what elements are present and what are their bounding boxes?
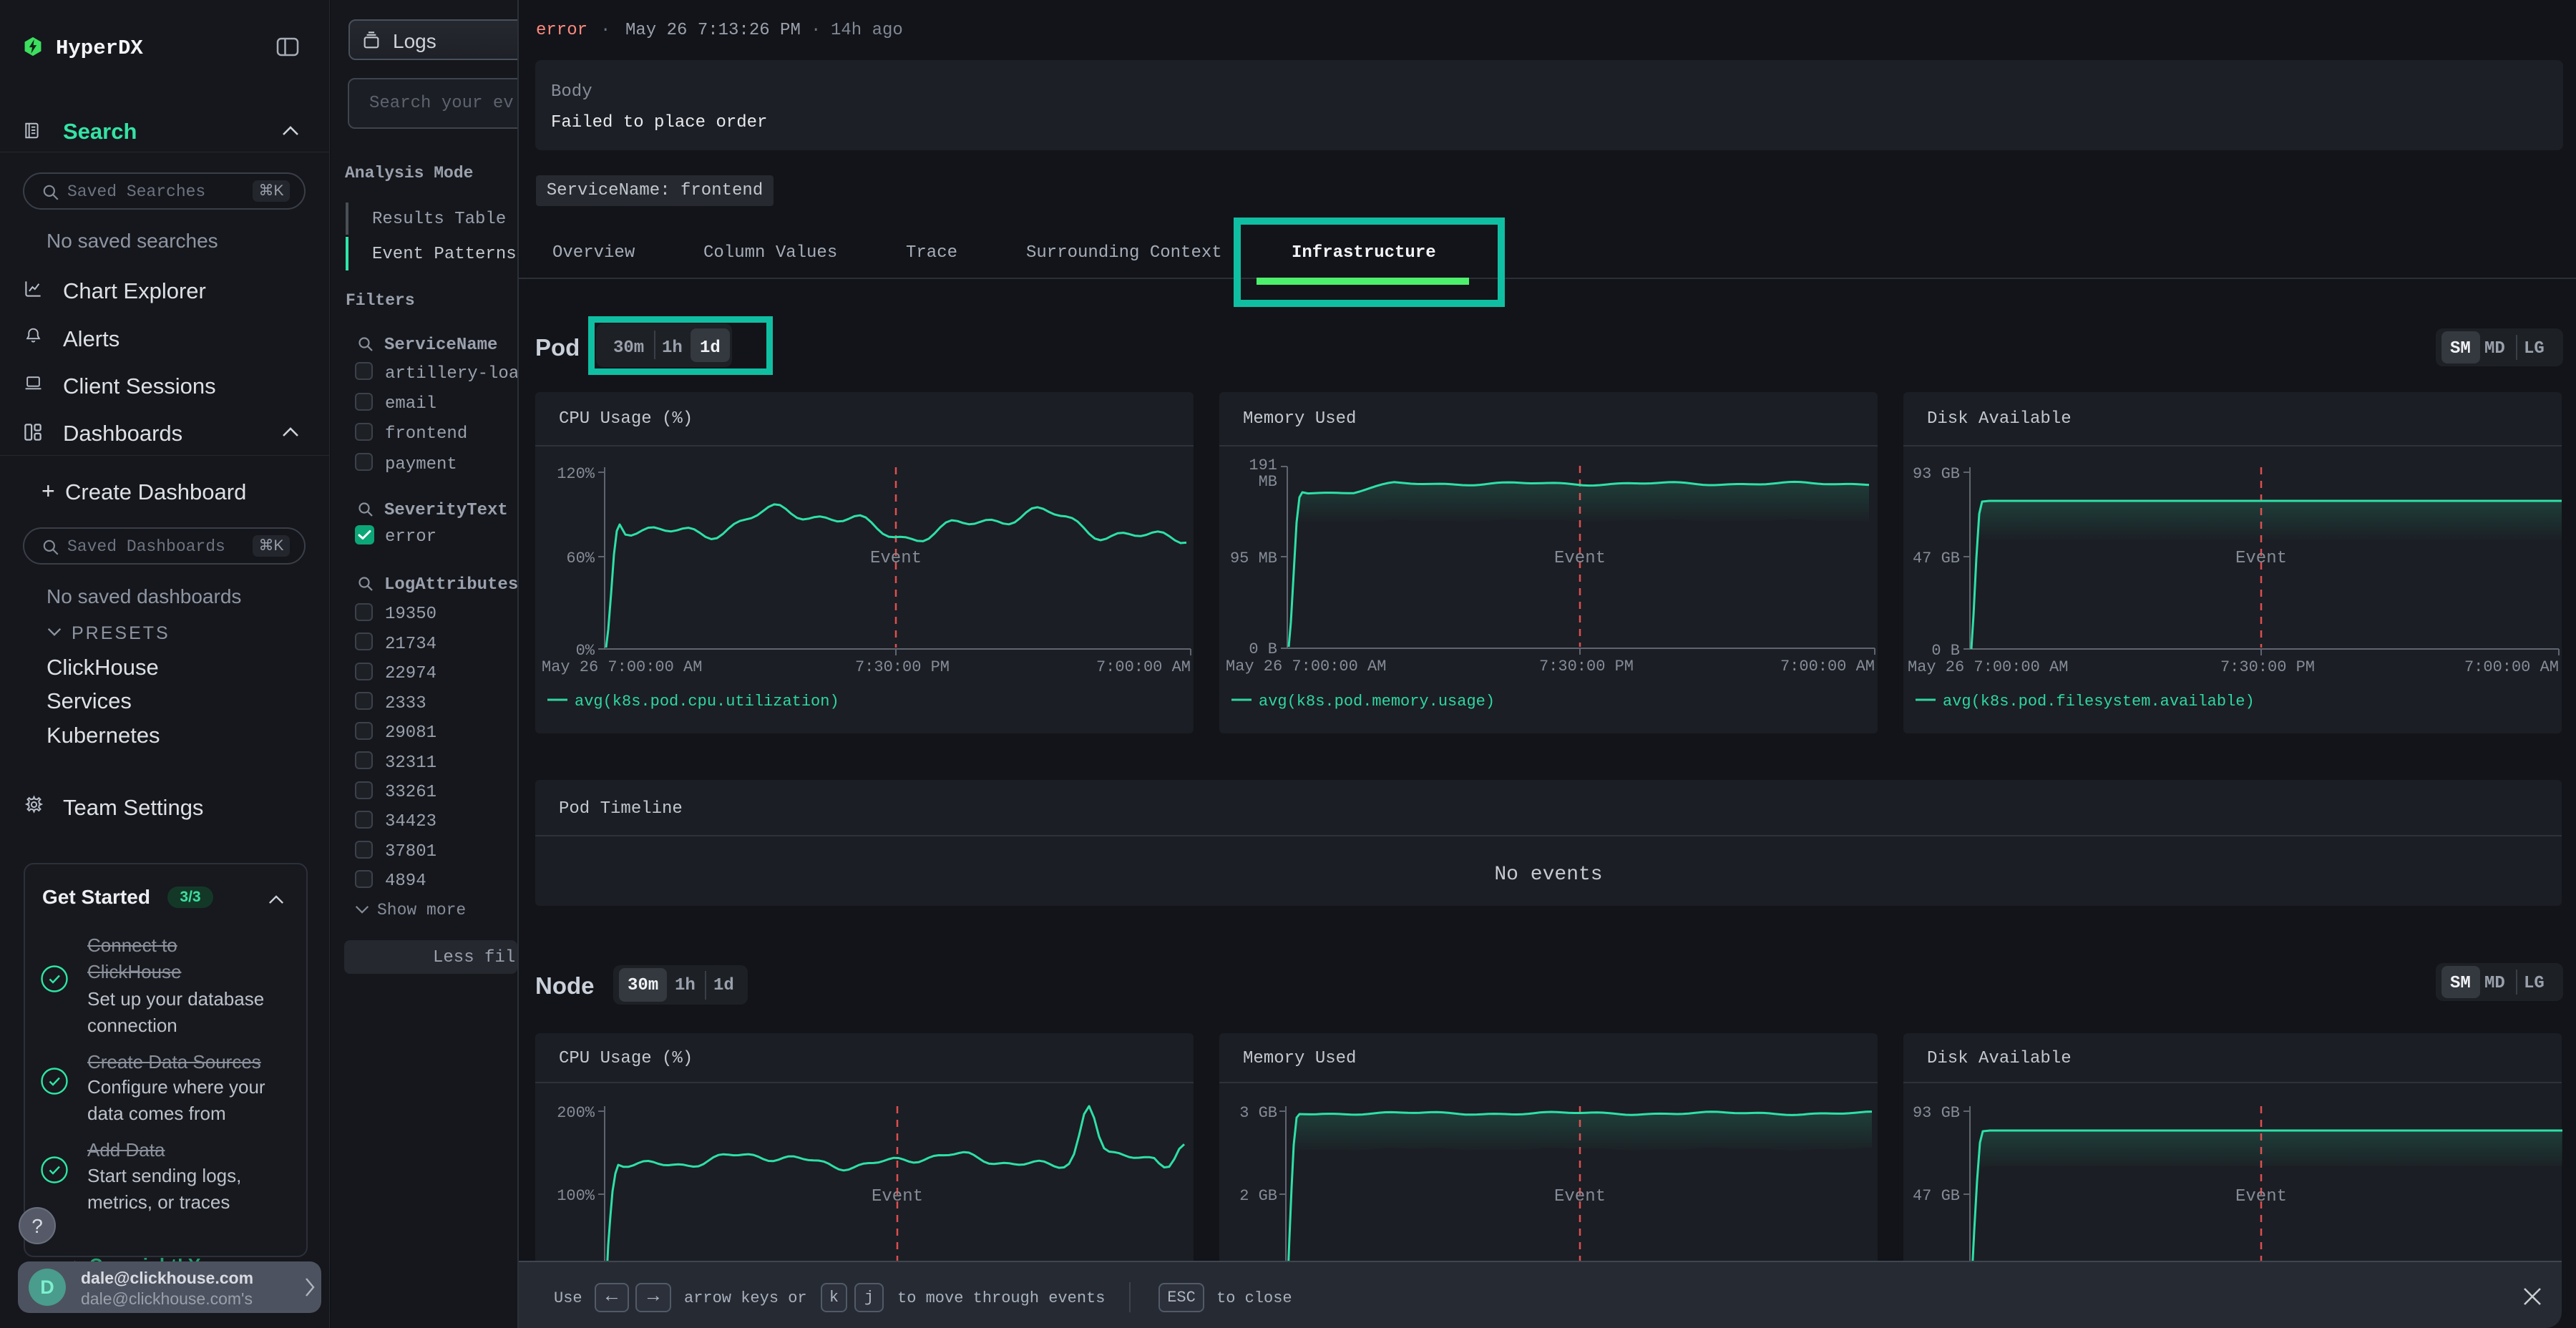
svg-text:100%: 100% [557,1187,595,1205]
svg-text:0%: 0% [576,642,595,660]
svg-text:Event: Event [1554,1187,1606,1206]
svg-text:93 GB: 93 GB [1913,1104,1960,1122]
svg-text:47 GB: 47 GB [1913,550,1960,567]
svg-text:7:00:00 AM: 7:00:00 AM [2464,658,2559,676]
svg-text:Event: Event [870,549,922,568]
svg-text:Event: Event [1554,549,1606,568]
svg-text:60%: 60% [566,550,595,567]
svg-text:120%: 120% [557,465,595,483]
svg-text:7:30:00 PM: 7:30:00 PM [1539,658,1634,675]
svg-text:191: 191 [1249,456,1277,474]
svg-text:0 B: 0 B [1249,640,1277,658]
svg-text:95 MB: 95 MB [1230,550,1277,567]
svg-text:Event: Event [2235,549,2287,568]
svg-text:May 26 7:00:00 AM: May 26 7:00:00 AM [542,658,702,676]
svg-text:2 GB: 2 GB [1239,1187,1277,1205]
svg-text:7:00:00 AM: 7:00:00 AM [1780,658,1875,675]
svg-text:MB: MB [1259,473,1277,491]
svg-text:7:30:00 PM: 7:30:00 PM [855,658,950,676]
svg-text:Event: Event [872,1187,923,1206]
svg-text:3 GB: 3 GB [1239,1104,1277,1122]
svg-text:avg(k8s.pod.memory.usage): avg(k8s.pod.memory.usage) [1259,693,1495,711]
svg-text:0 B: 0 B [1931,642,1960,660]
svg-text:7:00:00 AM: 7:00:00 AM [1096,658,1191,676]
svg-text:May 26 7:00:00 AM: May 26 7:00:00 AM [1226,658,1386,675]
svg-text:200%: 200% [557,1104,595,1122]
svg-text:May 26 7:00:00 AM: May 26 7:00:00 AM [1908,658,2068,676]
svg-text:Event: Event [2235,1187,2287,1206]
svg-text:93 GB: 93 GB [1913,465,1960,483]
svg-text:7:30:00 PM: 7:30:00 PM [2220,658,2315,676]
svg-text:avg(k8s.pod.filesystem.availab: avg(k8s.pod.filesystem.available) [1943,693,2255,711]
svg-text:avg(k8s.pod.cpu.utilization): avg(k8s.pod.cpu.utilization) [575,693,839,711]
svg-text:47 GB: 47 GB [1913,1187,1960,1205]
